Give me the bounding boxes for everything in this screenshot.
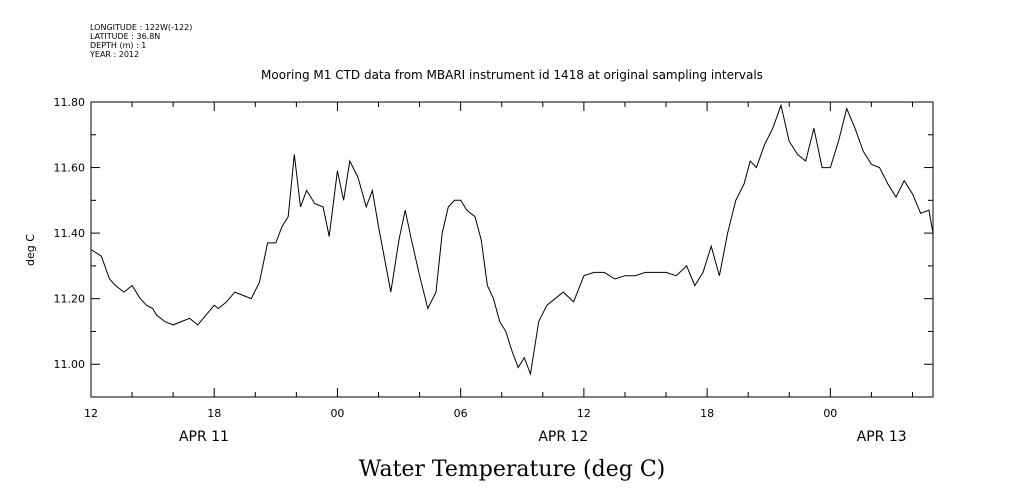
y-axis-label: deg C	[24, 234, 37, 266]
date-labels: APR 11 APR 12 APR 13	[179, 429, 907, 445]
chart-title: Mooring M1 CTD data from MBARI instrumen…	[261, 68, 763, 82]
x-tick-label: 18	[207, 407, 221, 420]
date-label: APR 13	[857, 429, 907, 445]
y-tick-label: 11.00	[54, 358, 86, 371]
y-tick-labels: 11.00 11.20 11.40 11.60 11.80	[54, 96, 86, 371]
longitude-meta: LONGITUDE : 122W(-122)	[90, 23, 192, 32]
date-label: APR 11	[179, 429, 229, 445]
x-tick-labels: 12 18 00 06 12 18 00	[84, 407, 837, 420]
x-tick-label: 12	[84, 407, 98, 420]
y-tick-label: 11.80	[54, 96, 86, 109]
plot-frame	[90, 101, 934, 398]
y-tick-label: 11.60	[54, 162, 86, 175]
depth-meta: DEPTH (m) : 1	[90, 41, 146, 50]
year-meta: YEAR : 2012	[89, 50, 139, 59]
x-tick-label: 00	[823, 407, 837, 420]
y-tick-label: 11.40	[54, 227, 86, 240]
y-tick-label: 11.20	[54, 293, 86, 306]
axis-ticks	[90, 101, 933, 398]
temperature-series-line	[90, 103, 934, 377]
x-tick-label: 12	[577, 407, 591, 420]
x-tick-label: 06	[454, 407, 468, 420]
x-axis-label: Water Temperature (deg C)	[359, 457, 666, 482]
date-label: APR 12	[538, 429, 588, 445]
latitude-meta: LATITUDE : 36.8N	[90, 32, 160, 41]
metadata-block: LONGITUDE : 122W(-122) LATITUDE : 36.8N …	[89, 23, 192, 59]
x-tick-label: 18	[700, 407, 714, 420]
x-tick-label: 00	[330, 407, 344, 420]
